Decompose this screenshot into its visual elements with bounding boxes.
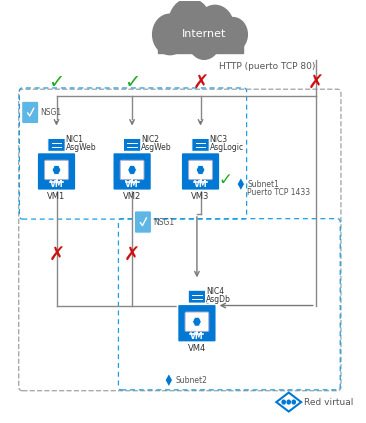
Polygon shape — [52, 165, 61, 174]
Polygon shape — [196, 165, 205, 174]
Text: ✗: ✗ — [124, 246, 140, 265]
Text: ✓: ✓ — [48, 74, 65, 92]
Circle shape — [188, 22, 220, 59]
Text: AsgDb: AsgDb — [206, 295, 231, 304]
FancyBboxPatch shape — [120, 160, 144, 180]
Text: VM2: VM2 — [123, 192, 141, 201]
Text: AsgWeb: AsgWeb — [66, 143, 96, 152]
FancyBboxPatch shape — [188, 290, 206, 303]
Text: Internet: Internet — [182, 30, 226, 39]
Text: ✗: ✗ — [307, 74, 324, 92]
Text: VM4: VM4 — [188, 343, 206, 353]
FancyBboxPatch shape — [48, 138, 65, 151]
Text: Puerto TCP 1433: Puerto TCP 1433 — [247, 188, 310, 197]
Text: VM: VM — [125, 180, 139, 189]
Circle shape — [169, 0, 210, 47]
FancyBboxPatch shape — [188, 160, 212, 180]
FancyBboxPatch shape — [37, 152, 76, 190]
FancyBboxPatch shape — [45, 160, 68, 180]
Text: VM: VM — [50, 180, 63, 189]
Polygon shape — [276, 393, 301, 412]
Text: ✓: ✓ — [219, 171, 233, 189]
Circle shape — [287, 400, 290, 404]
Polygon shape — [128, 165, 137, 174]
Circle shape — [219, 18, 247, 51]
FancyBboxPatch shape — [22, 101, 39, 124]
Text: ✗: ✗ — [48, 246, 65, 265]
Text: AsgLogic: AsgLogic — [209, 143, 244, 152]
Text: NIC1: NIC1 — [66, 135, 83, 144]
Text: NIC2: NIC2 — [141, 135, 159, 144]
Text: Subnet2: Subnet2 — [175, 376, 207, 385]
Text: VM3: VM3 — [191, 192, 210, 201]
Text: NSG1: NSG1 — [40, 108, 61, 117]
FancyBboxPatch shape — [113, 152, 152, 190]
FancyBboxPatch shape — [123, 138, 141, 151]
Text: ✗: ✗ — [193, 74, 209, 92]
Text: HTTP (puerto TCP 80): HTTP (puerto TCP 80) — [219, 61, 315, 71]
Text: NIC4: NIC4 — [206, 287, 224, 296]
Bar — [158, 32, 243, 52]
Text: Subnet1: Subnet1 — [247, 180, 279, 189]
FancyBboxPatch shape — [181, 152, 220, 190]
Text: AsgWeb: AsgWeb — [141, 143, 172, 152]
Text: VM: VM — [190, 332, 204, 341]
Polygon shape — [237, 177, 244, 191]
Circle shape — [196, 5, 234, 49]
Text: NIC3: NIC3 — [209, 135, 228, 144]
Polygon shape — [193, 317, 201, 326]
Text: VM1: VM1 — [47, 192, 66, 201]
FancyBboxPatch shape — [185, 312, 209, 331]
Polygon shape — [165, 374, 173, 387]
Text: VM: VM — [194, 180, 207, 189]
Text: ✓: ✓ — [124, 74, 140, 92]
Circle shape — [282, 400, 285, 404]
FancyBboxPatch shape — [134, 211, 152, 233]
FancyBboxPatch shape — [178, 304, 216, 342]
Text: Red virtual: Red virtual — [304, 398, 353, 407]
Text: NSG1: NSG1 — [153, 217, 174, 227]
Circle shape — [292, 400, 295, 404]
Circle shape — [153, 14, 187, 55]
FancyBboxPatch shape — [192, 138, 209, 151]
